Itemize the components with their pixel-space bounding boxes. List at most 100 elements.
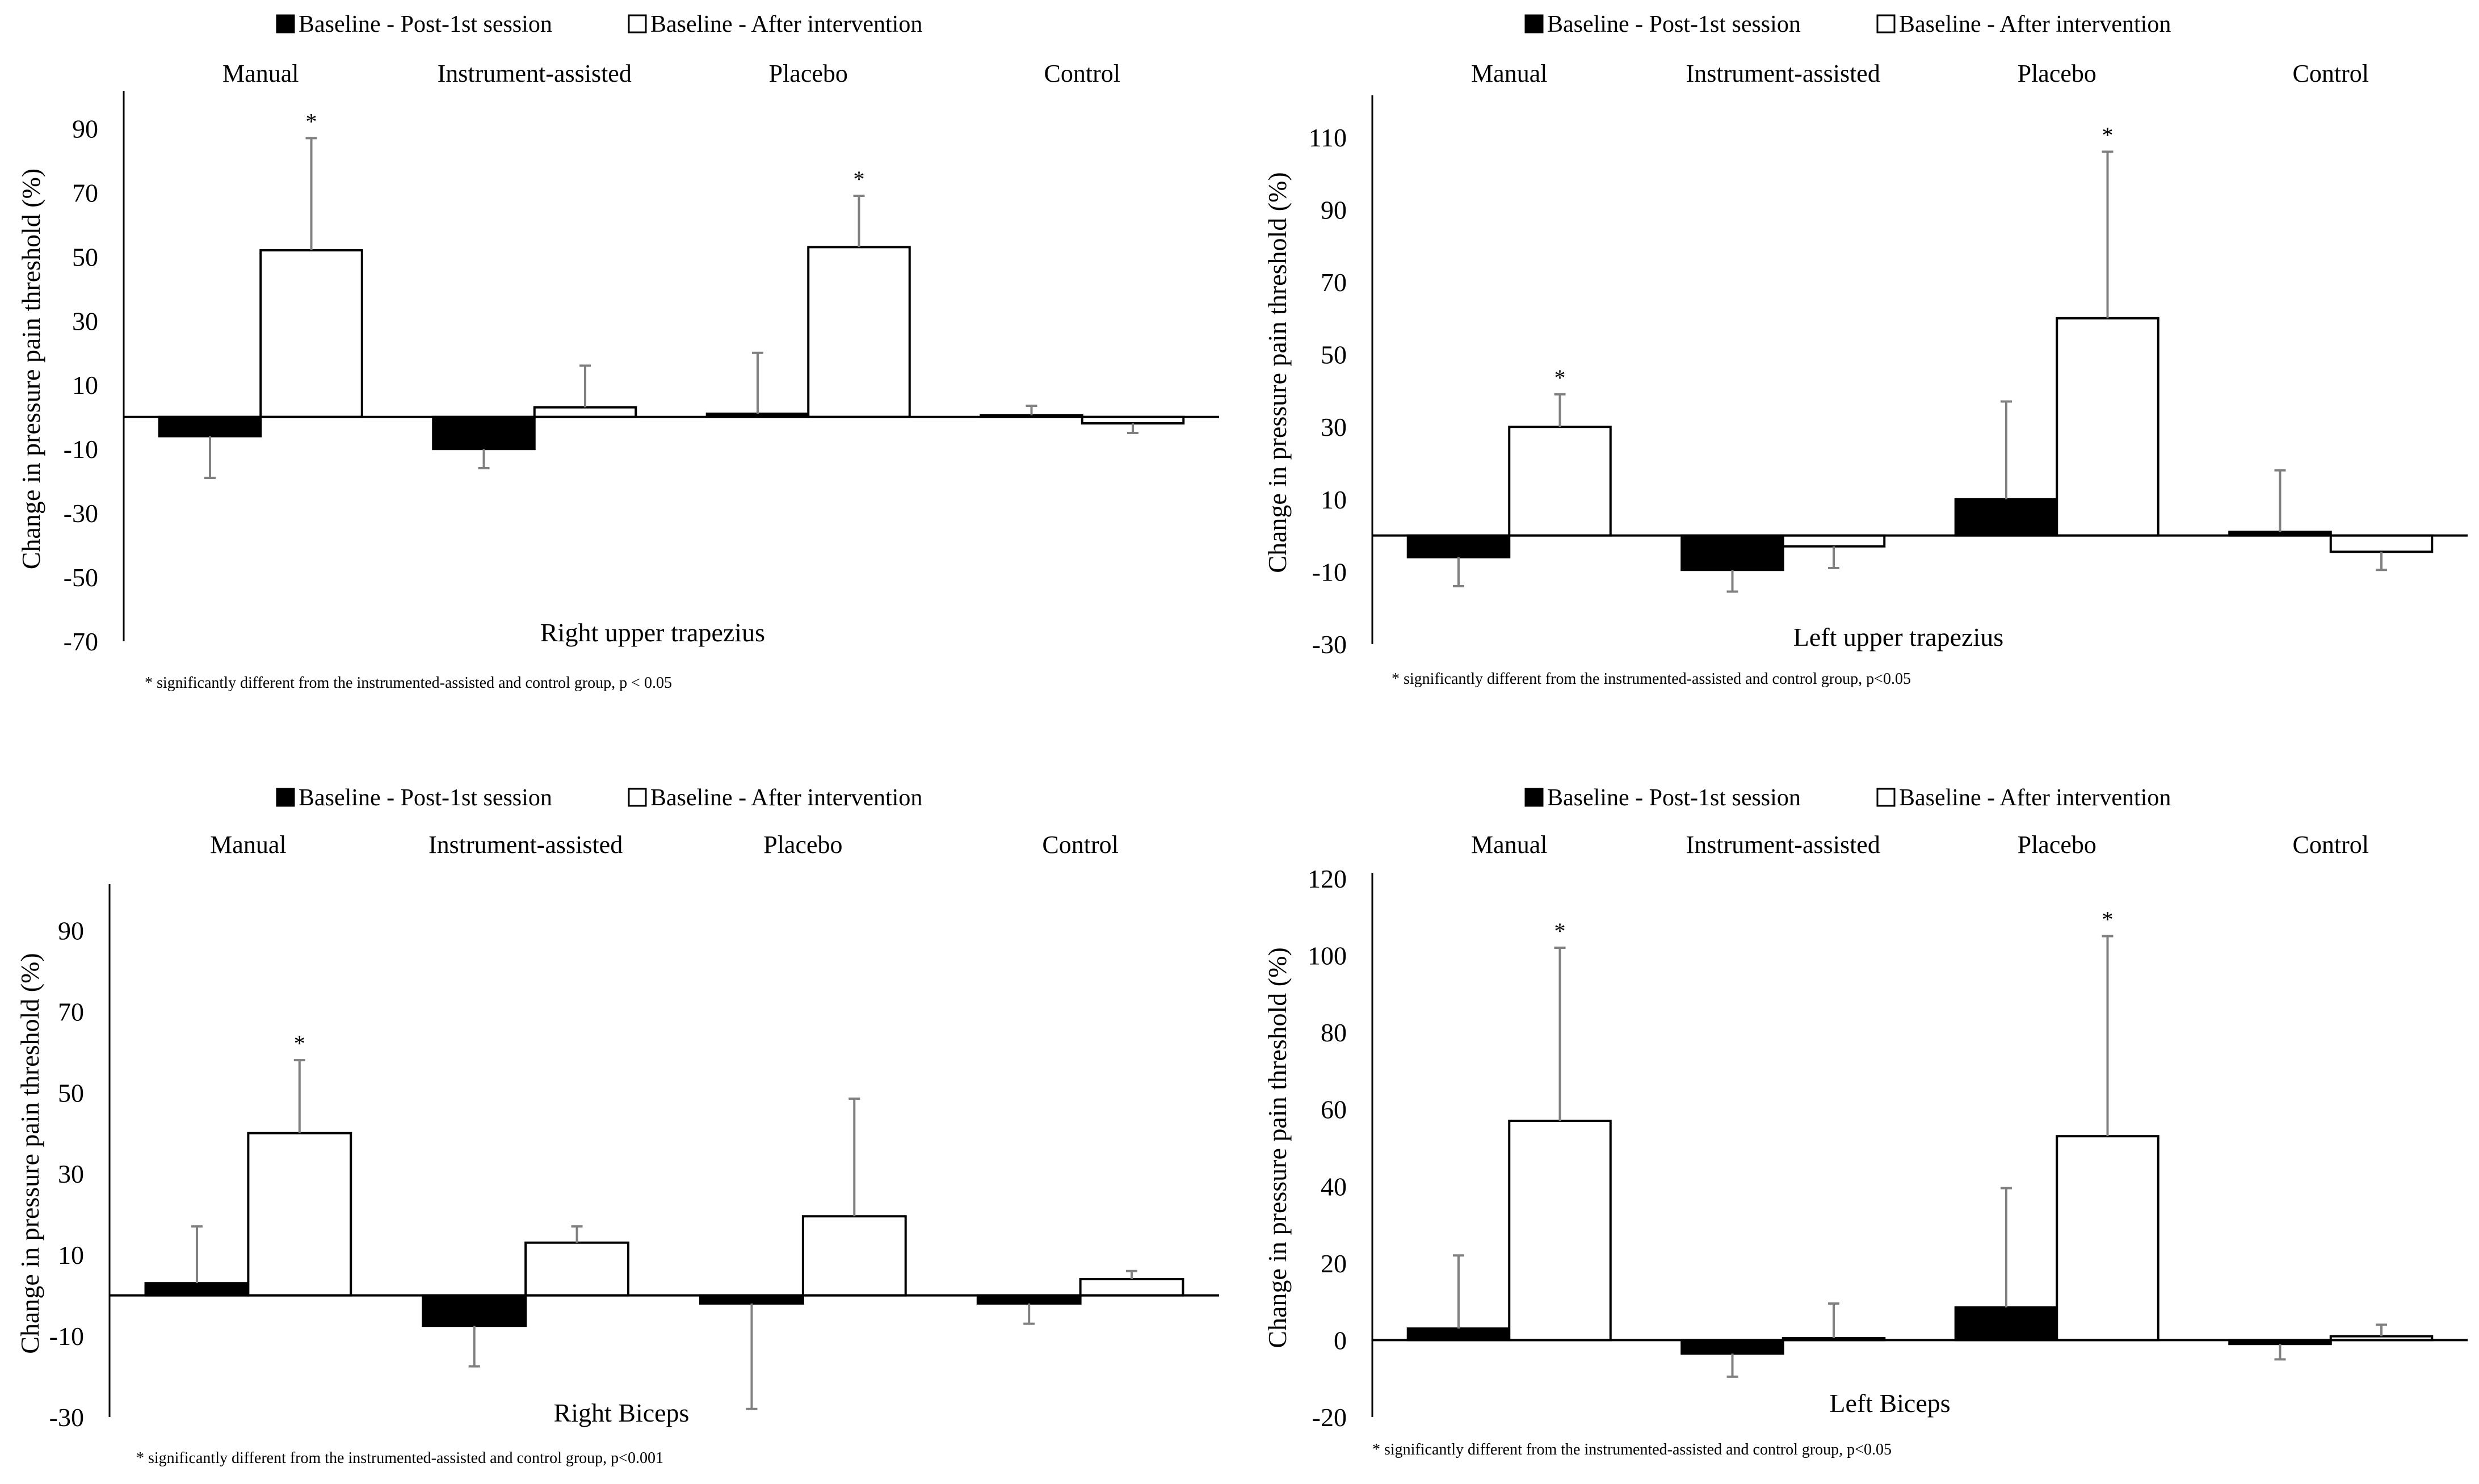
bar-after-intervention — [807, 246, 911, 418]
bar-post-1st-session — [1406, 1327, 1511, 1342]
y-tick-label: -20 — [1312, 1403, 1347, 1432]
category-label: Instrument-assisted — [438, 60, 632, 87]
y-tick-label: 100 — [1308, 941, 1347, 970]
y-tick-label: 90 — [58, 916, 84, 945]
chart-panel-3: Baseline - Post-1st session Baseline - Af… — [15, 785, 1219, 1467]
bar-after-intervention — [533, 406, 637, 418]
y-tick-label: 30 — [58, 1159, 84, 1188]
category-label: Instrument-assisted — [1686, 60, 1880, 87]
bar-after-intervention — [1781, 534, 1886, 548]
y-tick-label: 70 — [72, 178, 98, 207]
y-tick-label: -10 — [49, 1322, 84, 1351]
legend-swatch-after-intervention — [1876, 14, 1896, 33]
bar-after-intervention — [259, 249, 363, 418]
y-axis-label: Change in pressure pain threshold (%) — [16, 169, 45, 569]
panel-title: Left upper trapezius — [1793, 623, 2003, 651]
footnote: * significantly different from the instr… — [1372, 1441, 1892, 1458]
bar-post-1st-session — [422, 1294, 527, 1327]
category-label: Manual — [1471, 831, 1547, 859]
legend-label-after-intervention: Baseline - After intervention — [1899, 785, 2171, 811]
legend-swatch-after-intervention — [628, 14, 647, 33]
chart-panel-2: Baseline - Post-1st session Baseline - Af… — [1263, 11, 2468, 688]
panel-title: Right Biceps — [554, 1398, 690, 1427]
legend-swatch-post-1st-session — [276, 14, 295, 33]
category-label: Control — [1044, 60, 1120, 87]
y-tick-label: 50 — [58, 1078, 84, 1107]
bar-after-intervention — [247, 1132, 352, 1297]
y-tick-label: 70 — [1321, 268, 1347, 297]
bar-post-1st-session — [976, 1294, 1082, 1305]
legend-label-post-1st-session: Baseline - Post-1st session — [1547, 785, 1801, 811]
legend-swatch-after-intervention — [628, 788, 647, 807]
significance-marker: * — [1554, 365, 1566, 390]
bar-after-intervention — [524, 1241, 629, 1297]
y-tick-label: -10 — [1312, 557, 1347, 586]
bar-post-1st-session — [1954, 498, 2058, 537]
category-label: Manual — [210, 831, 286, 859]
bar-post-1st-session — [699, 1294, 804, 1305]
footnote: * significantly different from the instr… — [136, 1449, 663, 1467]
y-tick-label: -30 — [49, 1403, 84, 1432]
category-label: Placebo — [769, 60, 848, 87]
significance-marker: * — [2102, 122, 2114, 148]
y-tick-label: 40 — [1321, 1172, 1347, 1201]
y-tick-label: -70 — [64, 627, 98, 656]
legend-label-after-intervention: Baseline - After intervention — [650, 11, 922, 37]
legend-label-after-intervention: Baseline - After intervention — [1899, 11, 2171, 37]
legend-swatch-post-1st-session — [276, 788, 295, 807]
y-axis-label: Change in pressure pain threshold (%) — [15, 953, 44, 1353]
bar-post-1st-session — [1406, 534, 1511, 558]
y-tick-label: 20 — [1321, 1249, 1347, 1278]
category-label: Manual — [222, 60, 299, 87]
bar-post-1st-session — [1680, 534, 1784, 571]
y-tick-label: 0 — [1334, 1326, 1347, 1355]
bar-post-1st-session — [1680, 1339, 1784, 1355]
category-label: Placebo — [2018, 60, 2096, 87]
bar-after-intervention — [2056, 1135, 2159, 1342]
bar-post-1st-session — [158, 415, 262, 438]
bar-post-1st-session — [432, 415, 536, 451]
y-tick-label: 90 — [1321, 195, 1347, 224]
category-label: Instrument-assisted — [1686, 831, 1880, 859]
legend-label-post-1st-session: Baseline - Post-1st session — [299, 785, 552, 811]
y-tick-label: 50 — [72, 242, 98, 271]
y-tick-label: 10 — [58, 1241, 84, 1269]
footnote: * significantly different from the instr… — [1392, 670, 1911, 688]
y-tick-label: 90 — [72, 114, 98, 143]
y-tick-label: -50 — [64, 563, 98, 592]
y-tick-label: 10 — [1321, 485, 1347, 514]
y-tick-label: -30 — [1312, 630, 1347, 659]
legend-label-after-intervention: Baseline - After intervention — [650, 785, 922, 811]
legend-label-post-1st-session: Baseline - Post-1st session — [1547, 11, 1801, 37]
footnote: * significantly different from the instr… — [145, 674, 672, 692]
category-label: Control — [2293, 831, 2369, 859]
category-label: Instrument-assisted — [428, 831, 623, 859]
bar-after-intervention — [1508, 426, 1612, 537]
legend-swatch-after-intervention — [1876, 788, 1896, 807]
y-tick-label: 60 — [1321, 1095, 1347, 1124]
legend-swatch-post-1st-session — [1524, 788, 1544, 807]
bar-after-intervention — [1508, 1120, 1612, 1342]
significance-marker: * — [854, 166, 865, 192]
bar-after-intervention — [1079, 1278, 1184, 1297]
significance-marker: * — [294, 1031, 305, 1056]
y-tick-label: 80 — [1321, 1018, 1347, 1047]
bar-post-1st-session — [1954, 1306, 2058, 1342]
chart-panel-4: Baseline - Post-1st session Baseline - Af… — [1263, 785, 2468, 1458]
legend-swatch-post-1st-session — [1524, 14, 1544, 33]
y-tick-label: 30 — [1321, 413, 1347, 442]
category-label: Placebo — [2018, 831, 2096, 859]
chart-panel-1: Baseline - Post-1st session Baseline - Af… — [16, 11, 1219, 692]
legend-label-post-1st-session: Baseline - Post-1st session — [299, 11, 552, 37]
y-tick-label: 120 — [1308, 864, 1347, 893]
category-label: Manual — [1471, 60, 1547, 87]
y-tick-label: -30 — [64, 499, 98, 528]
y-tick-label: 110 — [1309, 123, 1347, 152]
y-axis-label: Change in pressure pain threshold (%) — [1263, 172, 1292, 573]
category-label: Placebo — [763, 831, 842, 859]
bar-after-intervention — [2329, 534, 2434, 553]
y-tick-label: 50 — [1321, 340, 1347, 369]
y-axis-label: Change in pressure pain threshold (%) — [1263, 947, 1292, 1348]
